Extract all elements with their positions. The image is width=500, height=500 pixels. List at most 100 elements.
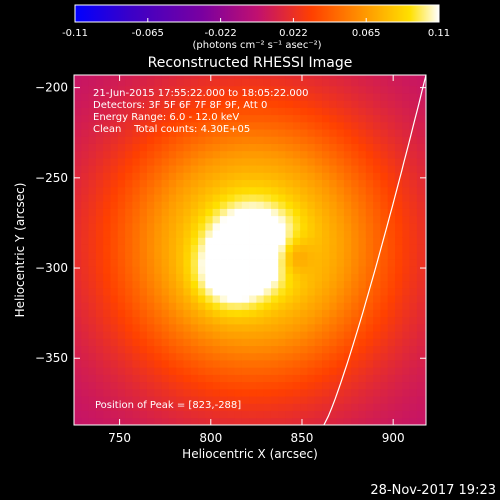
heatmap-cell bbox=[241, 143, 250, 152]
heatmap-cell bbox=[380, 201, 389, 209]
heatmap-cell bbox=[161, 388, 170, 397]
heatmap-cell bbox=[336, 107, 345, 116]
heatmap-cell bbox=[176, 179, 184, 188]
heatmap-cell bbox=[249, 374, 257, 383]
heatmap-cell bbox=[219, 201, 228, 209]
heatmap-cell bbox=[227, 323, 235, 332]
heatmap-cell bbox=[336, 85, 345, 94]
heatmap-cell bbox=[139, 309, 148, 318]
heatmap-cell bbox=[249, 345, 257, 354]
heatmap-cell bbox=[314, 165, 323, 173]
heatmap-cell bbox=[139, 136, 148, 144]
heatmap-cell bbox=[307, 295, 316, 303]
colorbar-units-label: (photons cm⁻² s⁻¹ asec⁻²) bbox=[192, 40, 321, 51]
heatmap-cell bbox=[365, 295, 374, 303]
heatmap-cell bbox=[132, 338, 141, 347]
heatmap-cell bbox=[409, 237, 418, 245]
heatmap-cell bbox=[139, 100, 148, 108]
heatmap-cell bbox=[88, 114, 97, 123]
heatmap-cell bbox=[314, 259, 323, 267]
heatmap-cell bbox=[110, 93, 119, 101]
heatmap-cell bbox=[351, 215, 359, 224]
heatmap-cell bbox=[343, 194, 352, 202]
heatmap-cell bbox=[168, 323, 177, 332]
heatmap-cell bbox=[234, 417, 243, 425]
heatmap-cell bbox=[329, 172, 338, 181]
heatmap-cell bbox=[351, 150, 359, 159]
heatmap-cell bbox=[241, 331, 250, 339]
heatmap-cell bbox=[74, 208, 82, 217]
heatmap-cell bbox=[394, 136, 403, 144]
heatmap-cell bbox=[205, 316, 214, 325]
heatmap-cell bbox=[190, 179, 199, 188]
heatmap-cell bbox=[322, 244, 330, 253]
heatmap-cell bbox=[292, 129, 301, 137]
heatmap-cell bbox=[394, 388, 403, 397]
heatmap-cell bbox=[146, 302, 155, 310]
heatmap-cell bbox=[198, 309, 206, 318]
heatmap-cell bbox=[416, 222, 425, 231]
heatmap-cell bbox=[190, 143, 199, 152]
heatmap-cell bbox=[343, 302, 352, 310]
heatmap-cell bbox=[263, 338, 272, 347]
heatmap-cell bbox=[329, 323, 338, 332]
heatmap-cell bbox=[322, 381, 330, 390]
heatmap-cell bbox=[394, 121, 403, 130]
heatmap-cell bbox=[314, 381, 323, 390]
heatmap-cell bbox=[322, 136, 330, 144]
heatmap-cell bbox=[358, 208, 367, 217]
heatmap-cell bbox=[198, 396, 206, 404]
heatmap-cell bbox=[103, 208, 111, 217]
heatmap-cell bbox=[365, 143, 374, 152]
heatmap-cell bbox=[234, 222, 243, 231]
heatmap-cell bbox=[409, 345, 418, 354]
heatmap-cell bbox=[256, 121, 265, 130]
heatmap-cell bbox=[380, 345, 389, 354]
heatmap-cell bbox=[88, 237, 97, 245]
heatmap-cell bbox=[88, 75, 97, 80]
heatmap-cell bbox=[205, 215, 214, 224]
heatmap-cell bbox=[402, 194, 410, 202]
heatmap-cell bbox=[190, 222, 199, 231]
heatmap-cell bbox=[278, 114, 286, 123]
heatmap-cell bbox=[161, 287, 170, 296]
heatmap-cell bbox=[394, 222, 403, 231]
heatmap-cell bbox=[74, 251, 82, 260]
heatmap-cell bbox=[380, 396, 389, 404]
heatmap-cell bbox=[249, 107, 257, 116]
heatmap-cell bbox=[416, 287, 425, 296]
heatmap-cell bbox=[227, 331, 235, 339]
heatmap-cell bbox=[241, 345, 250, 354]
heatmap-cell bbox=[263, 208, 272, 217]
heatmap-cell bbox=[198, 186, 206, 195]
heatmap-cell bbox=[358, 338, 367, 347]
heatmap-cell bbox=[314, 374, 323, 383]
heatmap-cell bbox=[154, 251, 162, 260]
heatmap-cell bbox=[402, 302, 410, 310]
heatmap-cell bbox=[409, 136, 418, 144]
heatmap-cell bbox=[351, 208, 359, 217]
heatmap-cell bbox=[307, 388, 316, 397]
heatmap-cell bbox=[285, 381, 294, 390]
heatmap-cell bbox=[205, 100, 214, 108]
heatmap-cell bbox=[139, 208, 148, 217]
heatmap-cell bbox=[234, 280, 243, 289]
heatmap-cell bbox=[249, 114, 257, 123]
heatmap-cell bbox=[292, 78, 301, 87]
heatmap-cell bbox=[176, 143, 184, 152]
heatmap-cell bbox=[125, 143, 133, 152]
heatmap-cell bbox=[161, 323, 170, 332]
heatmap-cell bbox=[424, 417, 426, 425]
heatmap-cell bbox=[380, 194, 389, 202]
heatmap-cell bbox=[278, 244, 286, 253]
heatmap-cell bbox=[95, 186, 104, 195]
heatmap-cell bbox=[95, 121, 104, 130]
heatmap-cell bbox=[278, 222, 286, 231]
heatmap-cell bbox=[146, 208, 155, 217]
heatmap-cell bbox=[74, 129, 82, 137]
heatmap-cell bbox=[270, 136, 279, 144]
heatmap-cell bbox=[329, 165, 338, 173]
heatmap-cell bbox=[154, 259, 162, 267]
heatmap-cell bbox=[234, 388, 243, 397]
heatmap-cell bbox=[256, 165, 265, 173]
